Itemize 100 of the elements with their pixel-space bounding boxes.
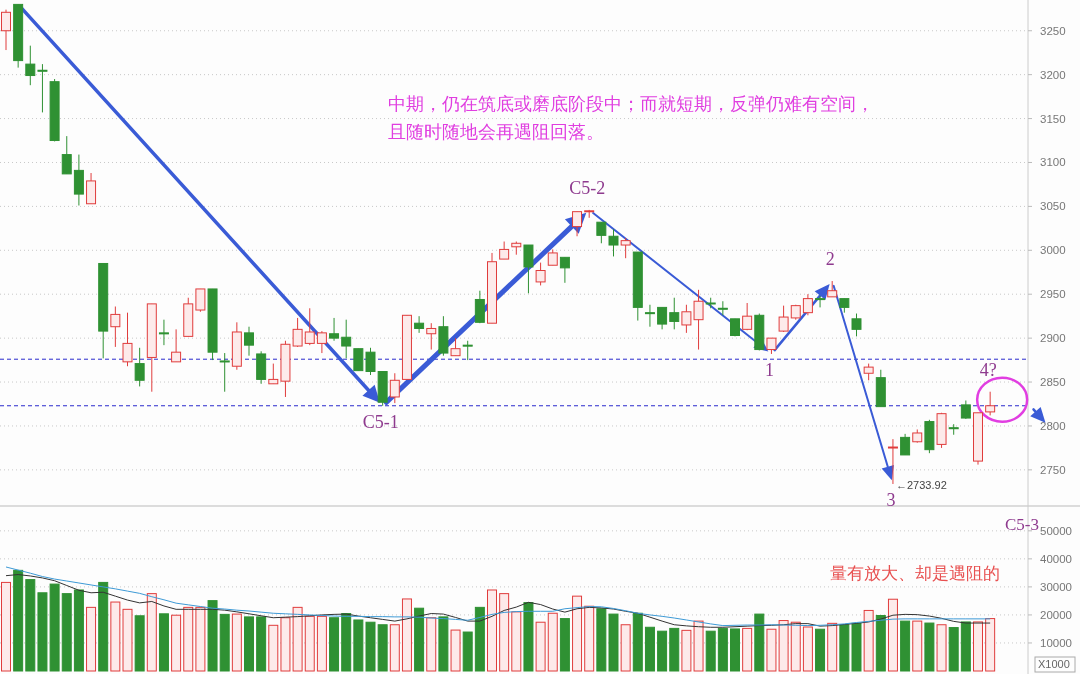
bar xyxy=(134,615,145,672)
text: X1000 xyxy=(1038,658,1070,670)
bar xyxy=(717,627,728,672)
bar xyxy=(316,615,327,672)
bar xyxy=(207,600,218,672)
bar xyxy=(401,598,412,672)
y-tick-label: 2850 xyxy=(1040,376,1066,389)
bar xyxy=(73,589,84,672)
annotation: C5-1 xyxy=(362,411,399,432)
text: C5-3 xyxy=(1005,515,1039,534)
bar xyxy=(244,616,254,672)
bar xyxy=(851,622,862,672)
bar xyxy=(487,589,497,672)
bar xyxy=(353,619,364,672)
bar xyxy=(705,630,716,672)
annotation: 且随时随地会再遇阻回落。 xyxy=(388,122,604,142)
bar xyxy=(948,627,959,672)
bar xyxy=(863,609,874,672)
bar xyxy=(887,598,898,672)
bar xyxy=(219,613,230,672)
y-tick-label: 40000 xyxy=(1040,552,1072,565)
y-tick-label: 3250 xyxy=(1040,24,1066,37)
bar xyxy=(960,621,971,672)
annotation: 4? xyxy=(979,359,997,380)
annotation: C5-2 xyxy=(569,177,606,198)
bar xyxy=(450,629,461,672)
y-tick-label: 3050 xyxy=(1040,200,1066,213)
bar xyxy=(122,608,133,672)
bar xyxy=(268,624,279,672)
bar xyxy=(304,615,315,672)
bar xyxy=(815,628,826,672)
bar xyxy=(499,593,510,672)
bar xyxy=(754,613,765,672)
bar xyxy=(608,613,619,672)
bar xyxy=(389,624,400,672)
bar xyxy=(827,622,838,672)
bar xyxy=(426,617,437,672)
bar xyxy=(158,613,169,672)
annotation: 1 xyxy=(764,359,774,380)
bar xyxy=(474,606,485,672)
bar xyxy=(195,606,206,672)
bar xyxy=(231,613,242,672)
bar xyxy=(438,616,449,672)
bar xyxy=(547,612,558,672)
y-tick-label: 2950 xyxy=(1040,288,1066,301)
bar xyxy=(839,624,850,672)
bar xyxy=(802,626,813,672)
bar xyxy=(329,617,340,672)
bar xyxy=(25,579,36,672)
bar xyxy=(742,627,753,672)
bar xyxy=(559,618,570,672)
y-tick-label: 2750 xyxy=(1040,463,1066,476)
bar xyxy=(341,613,352,672)
annotation: 3 xyxy=(886,489,896,510)
bar xyxy=(900,620,911,672)
y-tick-label: 3200 xyxy=(1040,68,1066,81)
bar xyxy=(462,631,473,672)
y-tick-label: 10000 xyxy=(1040,636,1072,649)
bar xyxy=(183,606,194,672)
bar xyxy=(620,624,631,672)
bar xyxy=(632,612,643,672)
bar xyxy=(657,630,668,672)
bar xyxy=(98,581,109,672)
annotation: 量有放大、却是遇阻的 xyxy=(830,564,1000,583)
y-tick-label: 2800 xyxy=(1040,419,1066,432)
bar xyxy=(924,622,935,672)
bar xyxy=(86,606,97,672)
bar xyxy=(973,621,983,672)
bar xyxy=(644,626,655,672)
bar xyxy=(572,595,583,672)
bar xyxy=(365,621,376,672)
bar xyxy=(13,569,24,672)
bar xyxy=(790,621,801,672)
bar xyxy=(912,620,923,672)
bar xyxy=(110,601,121,672)
y-tick-label: 2900 xyxy=(1040,332,1066,345)
bar xyxy=(535,621,546,672)
bar xyxy=(730,628,740,672)
annotation: 2 xyxy=(825,249,835,270)
annotation: ←2733.92 xyxy=(896,479,947,491)
bar xyxy=(936,624,947,672)
bar xyxy=(61,593,72,672)
y-tick-label: 3150 xyxy=(1040,112,1066,125)
bar xyxy=(523,602,534,672)
y-tick-label: 3000 xyxy=(1040,244,1066,257)
bar xyxy=(584,605,595,672)
annotation: 中期，仍在筑底或磨底阶段中；而就短期，反弹仍难有空间， xyxy=(388,94,874,114)
bar xyxy=(511,611,522,672)
bar xyxy=(414,607,425,672)
bar xyxy=(256,616,267,672)
y-tick-label: 20000 xyxy=(1040,608,1072,621)
bar xyxy=(1,581,11,672)
bar xyxy=(596,608,607,672)
bar xyxy=(875,614,886,672)
bar xyxy=(985,618,996,672)
y-tick-label: 3100 xyxy=(1040,156,1066,169)
y-tick-label: 30000 xyxy=(1040,580,1072,593)
bar xyxy=(669,627,680,672)
bar xyxy=(377,624,388,672)
y-tick-label: 50000 xyxy=(1040,524,1072,537)
